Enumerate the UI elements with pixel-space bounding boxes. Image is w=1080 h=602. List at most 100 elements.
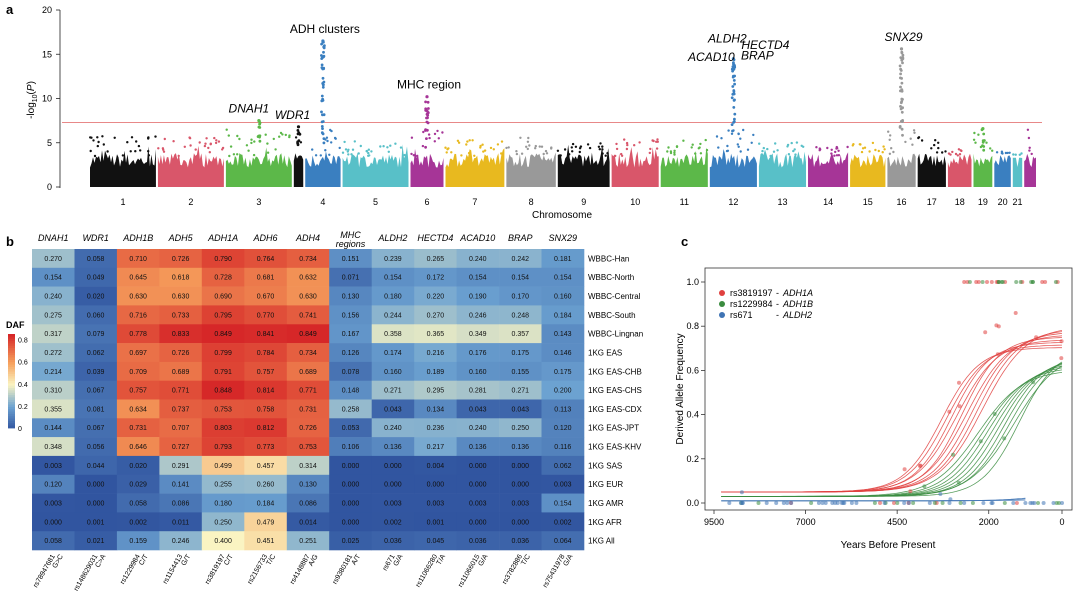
- snp-peak-point: [731, 129, 734, 133]
- snp-point: [154, 135, 157, 138]
- snp-point: [253, 140, 256, 143]
- snp-point: [863, 146, 867, 149]
- snp-point: [217, 140, 221, 143]
- snp-point: [651, 139, 654, 142]
- snp-id-label: rs1229984: [119, 553, 142, 585]
- chromosome-band: [994, 150, 1011, 187]
- chromosome-points-mass: [157, 145, 224, 187]
- heatmap-cell: [74, 305, 118, 325]
- trajectory-line: [721, 362, 1063, 497]
- sample-point: [956, 480, 961, 485]
- chromosome-band: [556, 142, 610, 187]
- sample-point: [976, 280, 981, 284]
- snp-point: [792, 149, 795, 153]
- snp-peak-point: [730, 96, 734, 100]
- snp-point: [934, 139, 937, 142]
- heatmap-cell: [159, 512, 203, 532]
- legend-gradient-step: [8, 352, 15, 356]
- heatmap-cell-value: 0.271: [512, 388, 530, 395]
- legend-dot: [719, 290, 725, 296]
- snp-point: [995, 151, 999, 154]
- heatmap-cell: [499, 493, 542, 513]
- sample-point: [764, 501, 769, 505]
- sample-point: [947, 409, 952, 414]
- heatmap-cell: [541, 437, 585, 457]
- heatmap-cell-value: 0.151: [342, 256, 360, 263]
- chromosome-points-mass: [305, 151, 341, 187]
- legend-gradient-step: [8, 425, 15, 429]
- snp-peak-point: [899, 85, 902, 89]
- snp-point: [972, 138, 976, 141]
- heatmap-cell: [32, 249, 75, 269]
- snp-peak-point: [731, 65, 735, 69]
- heatmap-cell-value: 0.733: [172, 312, 190, 319]
- heatmap-cell-value: 0.180: [384, 294, 402, 301]
- y-tick-label: 5: [47, 138, 52, 148]
- heatmap-cell: [286, 418, 330, 438]
- heatmap-cell-value: 0.043: [384, 406, 402, 413]
- snp-point: [227, 134, 230, 137]
- snp-point: [846, 145, 849, 149]
- sample-point: [1002, 501, 1007, 505]
- heatmap-cell-value: 0.086: [299, 501, 317, 508]
- heatmap-cell-value: 0.000: [512, 519, 530, 526]
- heatmap-cell: [499, 267, 542, 287]
- legend-gradient-step: [8, 420, 15, 424]
- heatmap-cell: [371, 399, 415, 419]
- population-label: 1KG SAS: [588, 461, 622, 470]
- heatmap-cell: [32, 418, 75, 438]
- snp-point: [881, 151, 884, 154]
- sample-point: [918, 464, 922, 468]
- sample-point: [958, 501, 963, 505]
- heatmap-cell-value: 0.457: [257, 463, 275, 470]
- heatmap-cell-value: 0.731: [299, 406, 317, 413]
- heatmap-cell: [456, 493, 500, 513]
- snp-peak-point: [900, 77, 903, 80]
- legend-gradient-step: [8, 341, 15, 344]
- trajectory-line: [721, 342, 1063, 493]
- heatmap-cell-value: 0.078: [342, 369, 360, 376]
- snp-peak-point: [900, 88, 904, 91]
- manhattan-chromosome-labels: 1 2 3 4 5 6 7 8 9 10 11 12 13 14 15 16 17 18 19 20 21: [120, 197, 1022, 207]
- snp-point: [909, 137, 912, 140]
- snp-point: [134, 150, 137, 153]
- sample-point: [849, 501, 854, 505]
- heatmap-cell: [414, 286, 457, 306]
- legend-tick-label: 0.6: [18, 360, 28, 367]
- heatmap-cell-value: 0.000: [342, 463, 360, 470]
- heatmap-cell-value: 0.731: [129, 425, 147, 432]
- gene-annotation: SNX29: [884, 30, 922, 44]
- gene-header: HECTD4: [417, 233, 453, 243]
- chromosome-band: [444, 139, 505, 187]
- heatmap-cell: [499, 343, 542, 363]
- y-tick-label: 0.0: [686, 498, 699, 508]
- heatmap-cell-value: 0.000: [342, 519, 360, 526]
- heatmap-cell-value: 0.181: [554, 256, 572, 263]
- snp-point: [704, 138, 707, 142]
- snp-peak-point: [296, 143, 300, 147]
- snp-peak-point: [258, 134, 262, 138]
- heatmap-cell: [414, 399, 457, 419]
- sample-point: [823, 501, 828, 505]
- heatmap-cell-value: 0.184: [257, 501, 275, 508]
- snp-point: [433, 140, 436, 143]
- heatmap-cell: [74, 286, 118, 306]
- chromosome-label: 10: [630, 197, 640, 207]
- heatmap-cell-value: 0.058: [44, 538, 62, 545]
- heatmap-cell: [286, 455, 330, 475]
- heatmap-cell: [159, 399, 203, 419]
- heatmap-cell-value: 0.349: [469, 331, 487, 338]
- heatmap-cell: [74, 493, 118, 513]
- snp-point: [415, 154, 419, 158]
- heatmap-cell: [244, 399, 288, 419]
- heatmap-cell-value: 0.003: [44, 463, 62, 470]
- snp-peak-point: [900, 81, 904, 85]
- snp-peak-point: [732, 79, 736, 82]
- gene-header: regions: [336, 239, 366, 249]
- snp-point: [1000, 150, 1004, 153]
- snp-peak-point: [731, 85, 735, 88]
- heatmap-cell-value: 0.003: [384, 501, 402, 508]
- sample-point: [996, 280, 1001, 284]
- snp-point: [830, 148, 833, 151]
- chromosome-label: 3: [256, 197, 261, 207]
